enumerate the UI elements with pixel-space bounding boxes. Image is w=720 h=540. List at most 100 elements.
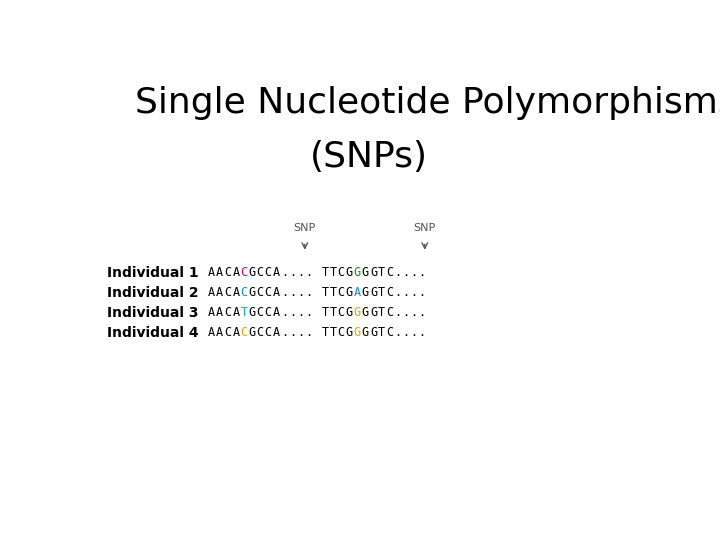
Text: A: A [273,266,280,279]
Text: G: G [362,326,369,339]
Text: .: . [394,306,401,319]
Text: G: G [354,306,361,319]
Text: SNP: SNP [294,223,316,233]
Text: G: G [346,266,353,279]
Text: A: A [273,306,280,319]
Text: Individual 1: Individual 1 [107,266,199,280]
Text: G: G [370,326,377,339]
Text: C: C [256,266,264,279]
Text: G: G [248,266,256,279]
Text: .: . [281,326,288,339]
Text: .: . [402,286,410,299]
Text: C: C [224,286,231,299]
Text: .: . [394,286,401,299]
Text: .: . [410,266,418,279]
Text: A: A [216,326,223,339]
Text: T: T [321,326,328,339]
Text: .: . [410,306,418,319]
Text: T: T [321,286,328,299]
Text: Individual 4: Individual 4 [107,326,199,340]
Text: C: C [386,306,393,319]
Text: C: C [224,306,231,319]
Text: C: C [256,326,264,339]
Text: A: A [273,326,280,339]
Text: T: T [321,266,328,279]
Text: T: T [330,286,336,299]
Text: .: . [418,286,426,299]
Text: .: . [418,326,426,339]
Text: A: A [216,266,223,279]
Text: .: . [394,326,401,339]
Text: Single Nucleotide Polymorphisms: Single Nucleotide Polymorphisms [135,85,720,119]
Text: G: G [362,266,369,279]
Text: C: C [338,306,345,319]
Text: .: . [402,326,410,339]
Text: A: A [273,286,280,299]
Text: A: A [233,286,240,299]
Text: C: C [224,266,231,279]
Text: .: . [281,286,288,299]
Text: Individual 3: Individual 3 [107,306,199,320]
Text: .: . [418,306,426,319]
Text: A: A [216,306,223,319]
Text: .: . [410,286,418,299]
Text: T: T [330,266,336,279]
Text: A: A [233,326,240,339]
Text: .: . [305,266,312,279]
Text: C: C [265,266,272,279]
Text: G: G [248,326,256,339]
Text: T: T [378,326,385,339]
Text: G: G [370,306,377,319]
Text: G: G [362,286,369,299]
Text: C: C [240,266,248,279]
Text: A: A [354,286,361,299]
Text: .: . [297,326,305,339]
Text: G: G [346,306,353,319]
Text: .: . [402,306,410,319]
Text: G: G [248,306,256,319]
Text: G: G [362,306,369,319]
Text: A: A [233,266,240,279]
Text: .: . [297,266,305,279]
Text: .: . [418,266,426,279]
Text: C: C [386,326,393,339]
Text: A: A [208,266,215,279]
Text: G: G [370,286,377,299]
Text: T: T [330,306,336,319]
Text: C: C [386,286,393,299]
Text: G: G [370,266,377,279]
Text: .: . [289,306,296,319]
Text: C: C [265,326,272,339]
Text: .: . [402,266,410,279]
Text: C: C [256,286,264,299]
Text: C: C [386,266,393,279]
Text: .: . [297,286,305,299]
Text: Individual 2: Individual 2 [107,286,199,300]
Text: .: . [289,326,296,339]
Text: .: . [289,286,296,299]
Text: G: G [346,286,353,299]
Text: .: . [305,306,312,319]
Text: .: . [394,266,401,279]
Text: A: A [208,326,215,339]
Text: A: A [216,286,223,299]
Text: C: C [338,286,345,299]
Text: C: C [265,286,272,299]
Text: T: T [378,306,385,319]
Text: .: . [297,306,305,319]
Text: .: . [305,286,312,299]
Text: T: T [330,326,336,339]
Text: C: C [240,326,248,339]
Text: A: A [208,286,215,299]
Text: C: C [338,326,345,339]
Text: T: T [378,266,385,279]
Text: C: C [265,306,272,319]
Text: C: C [224,326,231,339]
Text: G: G [248,286,256,299]
Text: .: . [305,326,312,339]
Text: .: . [281,306,288,319]
Text: C: C [240,286,248,299]
Text: A: A [208,306,215,319]
Text: (SNPs): (SNPs) [310,140,428,174]
Text: .: . [281,266,288,279]
